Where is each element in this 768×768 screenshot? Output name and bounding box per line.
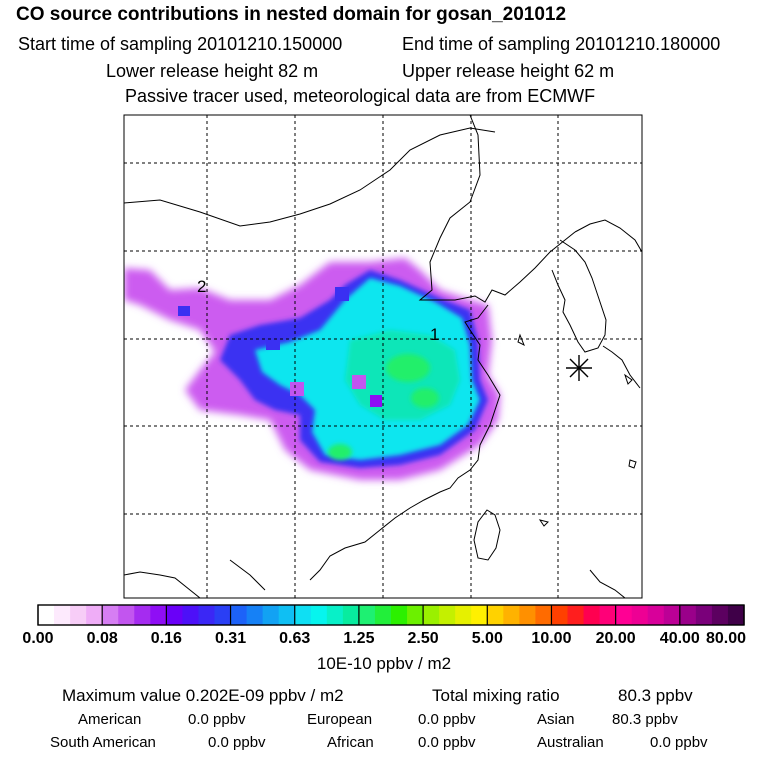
region-name-australian: Australian <box>537 734 604 751</box>
colorbar-swatch <box>567 605 585 625</box>
region-name-south-american: South American <box>50 734 156 751</box>
colorbar-tick-label: 20.00 <box>595 630 636 647</box>
colorbar-swatch <box>503 605 520 625</box>
colorbar-swatch <box>278 605 296 625</box>
colorbar-swatch <box>166 605 184 625</box>
colorbar-swatch <box>711 605 729 625</box>
colorbar-swatch <box>214 605 232 625</box>
colorbar-swatch <box>198 605 216 625</box>
asterisk-icon <box>566 355 592 381</box>
region-value-south-american: 0.0 ppbv <box>208 734 266 751</box>
coastline <box>124 115 642 598</box>
colorbar-swatch <box>118 605 135 625</box>
colorbar-swatch <box>439 605 456 625</box>
colorbar-swatch <box>519 605 537 625</box>
colorbar-tick-label: 40.00 <box>659 630 700 647</box>
region-name-african: African <box>327 734 374 751</box>
total-mixing-value: 80.3 ppbv <box>618 686 693 705</box>
colorbar-swatch <box>374 605 392 625</box>
source-marker-2: 2 <box>197 277 206 296</box>
end-time-label: End time of sampling 20101210.180000 <box>402 34 721 54</box>
colorbar-tick-label: 10.00 <box>531 630 572 647</box>
colorbar-swatch <box>551 605 569 625</box>
colorbar-swatch <box>615 605 633 625</box>
lower-height-label: Lower release height 82 m <box>106 61 319 81</box>
colorbar-swatch <box>535 605 553 625</box>
region-value-australian: 0.0 ppbv <box>650 734 708 751</box>
colorbar-swatch <box>182 605 200 625</box>
colorbar-swatch <box>134 605 151 625</box>
map-panel: 1 2 <box>123 114 643 599</box>
colorbar-swatch <box>246 605 264 625</box>
colorbar-tick-label: 0.00 <box>22 630 54 647</box>
map-frame <box>123 114 643 599</box>
total-mixing-label: Total mixing ratio <box>432 686 560 705</box>
colorbar-swatch <box>487 605 504 625</box>
colorbar-swatch <box>150 605 167 625</box>
colorbar-swatch <box>54 605 71 625</box>
region-value-european: 0.0 ppbv <box>418 711 476 728</box>
colorbar-frame <box>37 604 745 626</box>
colorbar-swatch <box>631 605 649 625</box>
page-title: CO source contributions in nested domain… <box>16 4 567 25</box>
colorbar-tick-label: 0.08 <box>86 630 118 647</box>
colorbar-tick-label: 0.63 <box>279 630 311 647</box>
colorbar-swatch <box>391 605 408 625</box>
tracer-note: Passive tracer used, meteorological data… <box>125 86 596 106</box>
colorbar-tick-label: 5.00 <box>471 630 503 647</box>
colorbar-tick-label: 2.50 <box>407 630 439 647</box>
lat-lon-grid <box>124 115 642 598</box>
colorbar-swatch <box>102 605 119 625</box>
colorbar-swatch <box>583 605 601 625</box>
region-name-european: European <box>307 711 373 728</box>
colorbar-swatch <box>326 605 344 625</box>
colorbar-swatch <box>407 605 424 625</box>
colorbar-swatch <box>38 605 55 625</box>
colorbar-swatch <box>679 605 697 625</box>
start-time-label: Start time of sampling 20101210.150000 <box>18 34 343 54</box>
concentration-field <box>124 258 500 480</box>
colorbar-swatch <box>262 605 280 625</box>
colorbar-swatch <box>663 605 681 625</box>
region-name-american: American <box>78 711 142 728</box>
upper-height-label: Upper release height 62 m <box>402 61 615 81</box>
region-value-asian: 80.3 ppbv <box>612 711 678 728</box>
colorbar-swatch <box>294 605 312 625</box>
colorbar-swatch <box>310 605 328 625</box>
colorbar-tick-label: 0.31 <box>214 630 247 647</box>
region-name-asian: Asian <box>537 711 575 728</box>
colorbar-swatch <box>342 605 360 625</box>
colorbar-swatch <box>86 605 103 625</box>
colorbar-swatch <box>423 605 440 625</box>
region-value-african: 0.0 ppbv <box>418 734 476 751</box>
colorbar-swatch <box>455 605 472 625</box>
region-value-american: 0.0 ppbv <box>188 711 246 728</box>
colorbar-swatch <box>358 605 376 625</box>
colorbar-swatch <box>695 605 713 625</box>
colorbar-swatch <box>230 605 248 625</box>
colorbar-tick-label: 80.00 <box>705 630 747 647</box>
colorbar-swatch <box>599 605 617 625</box>
colorbar-unit: 10E-10 ppbv / m2 <box>316 654 452 673</box>
source-marker-1: 1 <box>430 325 439 344</box>
colorbar-tick-label: 0.16 <box>150 630 182 647</box>
colorbar <box>37 604 745 626</box>
max-value-label: Maximum value 0.202E-09 ppbv / m2 <box>62 686 344 705</box>
colorbar-tick-label: 1.25 <box>343 630 375 647</box>
colorbar-swatch <box>70 605 87 625</box>
colorbar-swatch <box>727 605 745 625</box>
colorbar-swatch <box>647 605 665 625</box>
colorbar-swatch <box>471 605 488 625</box>
